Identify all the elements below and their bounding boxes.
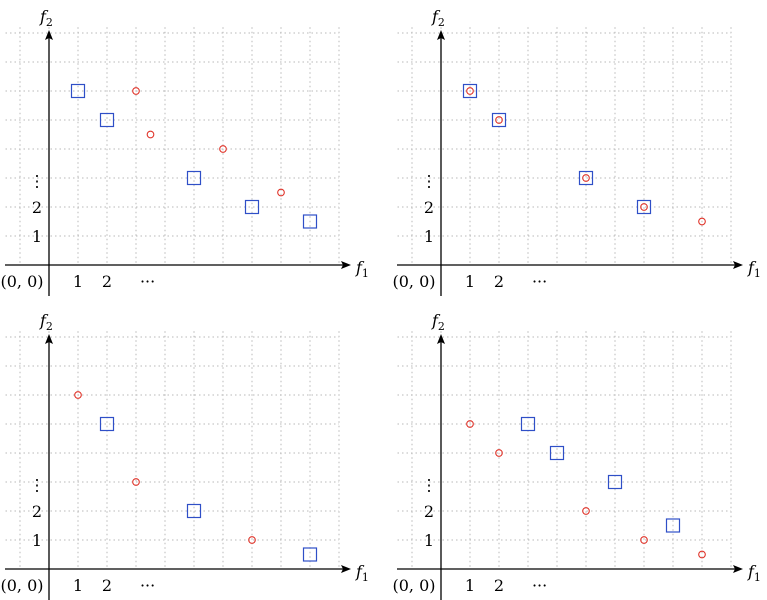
square-point: [186, 503, 202, 519]
grid: [5, 27, 340, 265]
square-point: [70, 83, 86, 99]
y-axis-label: f2: [431, 311, 445, 333]
x-axis-label: f1: [355, 562, 369, 584]
circle-point: [74, 391, 82, 399]
y-axis-arrow: [45, 30, 53, 40]
square-point: [578, 170, 594, 186]
x-ellipsis: ···: [140, 272, 155, 291]
y-tick-label-2: 2: [32, 198, 42, 217]
origin-label: (0, 0): [392, 576, 435, 595]
circle-point: [495, 116, 503, 124]
y-tick-label-1: 1: [32, 227, 42, 246]
x-tick-label-1: 1: [465, 272, 475, 291]
y-ellipsis: ⋮: [421, 476, 437, 495]
circle-point: [640, 203, 648, 211]
origin-label: (0, 0): [392, 272, 435, 291]
origin-label: (0, 0): [0, 576, 43, 595]
y-axis-label: f2: [431, 7, 445, 29]
x-tick-label-1: 1: [465, 576, 475, 595]
y-ellipsis: ⋮: [29, 476, 45, 495]
y-ellipsis: ⋮: [29, 172, 45, 191]
square-point: [520, 416, 536, 432]
circle-point: [146, 130, 155, 139]
circle-point: [132, 87, 140, 95]
circle-point: [277, 188, 285, 197]
x-axis-arrow: [733, 261, 743, 269]
y-ellipsis: ⋮: [421, 172, 437, 191]
x-axis-arrow: [733, 565, 743, 573]
square-point: [462, 83, 478, 99]
square-point: [607, 474, 623, 490]
x-ellipsis: ···: [140, 576, 155, 595]
circle-point: [466, 87, 474, 95]
circle-point: [248, 536, 256, 544]
grid: [5, 331, 340, 569]
x-tick-label-1: 1: [73, 576, 83, 595]
circle-point: [466, 420, 474, 428]
circle-point: [582, 174, 590, 182]
grid: [397, 331, 732, 569]
y-axis-arrow: [437, 30, 445, 40]
square-point: [302, 214, 318, 229]
circle-point: [640, 536, 648, 544]
x-ellipsis: ···: [532, 272, 547, 291]
circle-point: [698, 217, 706, 226]
circle-point: [132, 478, 140, 486]
circle-point: [495, 449, 503, 457]
x-ellipsis: ···: [532, 576, 547, 595]
square-point: [549, 445, 565, 461]
circle-point: [582, 507, 590, 515]
square-point: [99, 416, 115, 432]
x-tick-label-2: 2: [494, 576, 504, 595]
x-axis-arrow: [341, 261, 351, 269]
square-point: [99, 112, 115, 128]
y-tick-label-1: 1: [32, 531, 42, 550]
y-axis-arrow: [45, 334, 53, 344]
origin-label: (0, 0): [0, 272, 43, 291]
square-point: [636, 199, 652, 215]
y-tick-label-2: 2: [32, 502, 42, 521]
square-point: [244, 199, 260, 215]
y-axis-arrow: [437, 334, 445, 344]
x-tick-label-2: 2: [102, 272, 112, 291]
circle-point: [219, 145, 227, 153]
y-tick-label-1: 1: [424, 531, 434, 550]
x-axis-label: f1: [747, 562, 761, 584]
x-axis-label: f1: [355, 258, 369, 280]
square-point: [302, 547, 318, 562]
y-axis-label: f2: [39, 7, 53, 29]
circle-point: [698, 550, 706, 559]
x-tick-label-2: 2: [494, 272, 504, 291]
grid: [397, 27, 732, 265]
x-tick-label-1: 1: [73, 272, 83, 291]
y-tick-label-1: 1: [424, 227, 434, 246]
y-tick-label-2: 2: [424, 502, 434, 521]
y-tick-label-2: 2: [424, 198, 434, 217]
x-axis-label: f1: [747, 258, 761, 280]
square-point: [186, 170, 202, 186]
square-point: [665, 518, 681, 533]
y-axis-label: f2: [39, 311, 53, 333]
x-tick-label-2: 2: [102, 576, 112, 595]
x-axis-arrow: [341, 565, 351, 573]
square-point: [491, 112, 507, 128]
